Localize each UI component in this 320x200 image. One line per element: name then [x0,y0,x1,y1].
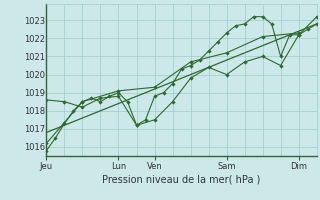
X-axis label: Pression niveau de la mer( hPa ): Pression niveau de la mer( hPa ) [102,175,261,185]
